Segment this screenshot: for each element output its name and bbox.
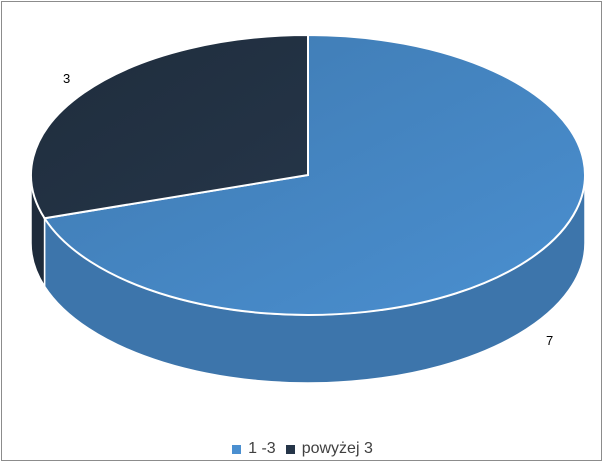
legend: 1 -3 powyżej 3 <box>0 440 605 458</box>
legend-item-1-3: 1 -3 <box>232 440 276 458</box>
legend-item-powyzej-3: powyżej 3 <box>285 440 373 458</box>
data-label-1-3: 7 <box>546 333 553 348</box>
legend-swatch-powyzej-3 <box>285 444 295 454</box>
pie-slice-powy-ej-3 <box>30 33 309 220</box>
pie-layer <box>30 33 586 384</box>
legend-swatch-1-3 <box>232 444 242 454</box>
legend-label-powyzej-3: powyżej 3 <box>301 440 373 457</box>
pie-slice-1-3 <box>42 33 586 316</box>
data-label-powyzej-3: 3 <box>63 71 70 86</box>
legend-label-1-3: 1 -3 <box>248 440 276 457</box>
